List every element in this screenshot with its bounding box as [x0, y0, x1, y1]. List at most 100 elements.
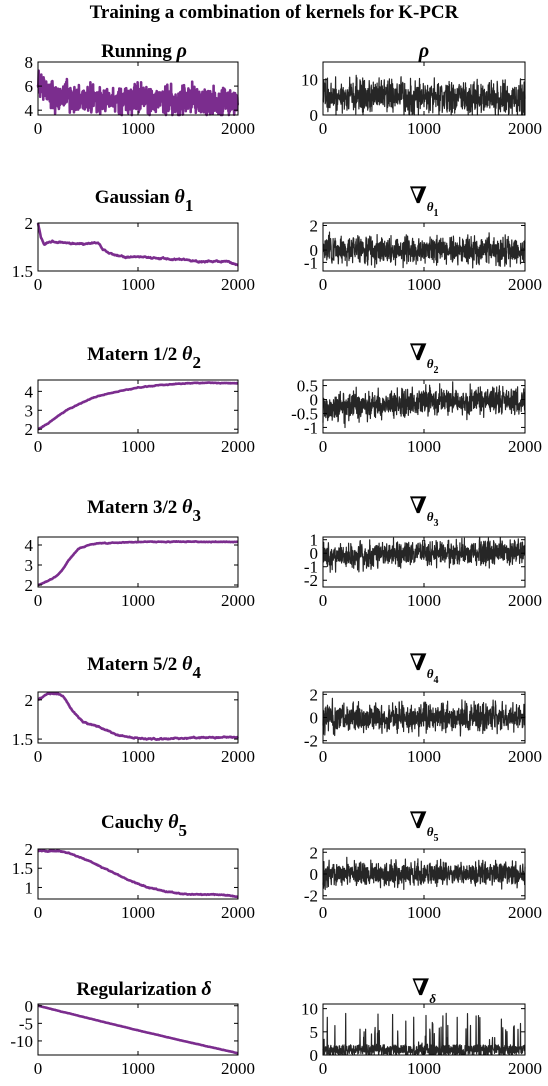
x-tick-label: 1000: [121, 119, 155, 138]
y-tick-label: 2: [25, 691, 34, 710]
y-tick-label: 0: [310, 709, 319, 728]
axes-box: [37, 848, 239, 900]
y-tick-label: -2: [304, 887, 318, 906]
x-tick-label: 2000: [221, 903, 255, 922]
x-tick-label: 1000: [407, 903, 441, 922]
panel-gradient-theta-5: ∇θ50 1000 2000-202: [304, 808, 542, 922]
series-line: [36, 222, 239, 267]
x-tick-label: 0: [319, 747, 328, 766]
y-tick-label: 2: [25, 420, 34, 439]
x-tick-label: 1000: [121, 747, 155, 766]
y-tick-label: 2: [25, 576, 34, 595]
series-line: [36, 69, 240, 117]
x-tick-label: 1000: [407, 591, 441, 610]
y-tick-label: 3: [25, 556, 34, 575]
y-tick-label: 2: [310, 843, 319, 862]
x-tick-label: 2000: [508, 591, 542, 610]
y-tick-label: 10: [301, 1000, 318, 1019]
y-tick-label: 2: [25, 840, 34, 859]
panel-title: Matern 1/2 θ2: [87, 343, 201, 372]
y-tick-label: 1.5: [12, 730, 33, 749]
y-tick-label: 4: [25, 101, 34, 120]
panel-title: Running ρ: [101, 40, 187, 62]
panel-title: ∇θ4: [409, 650, 438, 686]
y-tick-label: 2: [25, 214, 34, 233]
y-tick-label: -1: [304, 253, 318, 272]
panel-title: ∇θ2: [409, 340, 438, 376]
panel-matern-1-2-theta-2: Matern 1/2 θ2 0 1000 2000 234: [25, 343, 256, 456]
x-tick-label: 0: [34, 903, 43, 922]
x-tick-label: 2000: [221, 747, 255, 766]
y-tick-label: 0: [310, 544, 319, 563]
panel-title: ∇θ3: [409, 493, 438, 529]
y-tick-label: 10: [301, 71, 318, 90]
panel-title: ∇δ: [412, 975, 436, 1006]
y-tick-label: 8: [25, 53, 34, 72]
panel-running-rho: Running ρ 0 1000 2000 4 6 8: [25, 40, 256, 138]
panel-gradient-theta-2: ∇θ20 1000 2000-1-0.500.5: [291, 340, 542, 456]
panel-title: Matern 5/2 θ4: [87, 653, 201, 682]
x-tick-label: 0: [34, 275, 43, 294]
y-tick-label: 0: [310, 391, 319, 410]
y-tick-label: 4: [25, 382, 34, 401]
x-tick-label: 2000: [508, 119, 542, 138]
x-tick-label: 0: [319, 437, 328, 456]
x-tick-label: 2000: [508, 903, 542, 922]
x-tick-label: 1000: [407, 275, 441, 294]
y-tick-label: 1.5: [12, 859, 33, 878]
y-tick-label: 6: [25, 77, 34, 96]
x-tick-label: 0: [34, 119, 43, 138]
x-tick-label: 0: [34, 437, 43, 456]
y-tick-label: 2: [310, 685, 319, 704]
x-tick-label: 2000: [221, 437, 255, 456]
series-line: [322, 74, 526, 116]
x-tick-label: 2000: [508, 747, 542, 766]
x-tick-label: 1000: [121, 1059, 155, 1078]
x-tick-label: 1000: [407, 747, 441, 766]
axes-box: [37, 222, 239, 272]
series-line: [37, 539, 239, 587]
y-tick-label: 5: [310, 1023, 319, 1042]
panel-title: ∇θ1: [409, 183, 438, 219]
panel-cauchy-theta-5: Cauchy θ5 0 1000 2000 11.52: [12, 811, 255, 922]
panel-regularization-delta: Regularization δ0 1000 2000-10-50: [10, 978, 255, 1078]
x-tick-label: 1000: [407, 119, 441, 138]
panel-gradient-theta-1: ∇θ1 0 1000 2000 -10 2: [304, 183, 542, 294]
panel-matern-5-2-theta-4: Matern 5/2 θ4 0 1000 2000 1.5 2: [12, 653, 255, 766]
panel-title: Gaussian θ1: [95, 186, 194, 215]
series-line: [37, 849, 239, 899]
x-tick-label: 2000: [508, 1059, 542, 1078]
x-tick-label: 1000: [407, 437, 441, 456]
y-tick-label: 1.5: [12, 262, 33, 281]
y-tick-label: -5: [19, 1014, 33, 1033]
x-tick-label: 2000: [508, 437, 542, 456]
panel-rho: ρ 0 1000 2000 0 10: [301, 40, 542, 138]
series-line: [322, 856, 526, 891]
y-tick-label: -0.5: [291, 404, 318, 423]
x-tick-label: 1000: [121, 903, 155, 922]
y-tick-label: 4: [25, 536, 34, 555]
x-tick-label: 1000: [407, 1059, 441, 1078]
x-tick-label: 1000: [121, 591, 155, 610]
y-tick-label: 0: [310, 241, 319, 260]
x-tick-label: 2000: [221, 591, 255, 610]
panel-title: Matern 3/2 θ3: [87, 496, 201, 525]
x-tick-label: 0: [34, 747, 43, 766]
x-tick-label: 0: [34, 1059, 43, 1078]
x-tick-label: 2000: [221, 275, 255, 294]
panel-title: Cauchy θ5: [101, 811, 187, 840]
axes-box: [37, 691, 239, 744]
x-tick-label: 2000: [221, 1059, 255, 1078]
panel-title: ρ: [418, 40, 429, 62]
x-tick-label: 1000: [121, 437, 155, 456]
panel-gradient-theta-4: ∇θ40 1000 2000-202: [304, 650, 542, 766]
y-tick-label: 0: [310, 865, 319, 884]
x-tick-label: 0: [319, 275, 328, 294]
figure-title: Training a combination of kernels for K-…: [89, 2, 459, 23]
series-line: [322, 231, 526, 269]
series-line: [322, 1012, 526, 1056]
y-tick-label: 0: [310, 106, 319, 125]
series-line: [37, 691, 239, 742]
